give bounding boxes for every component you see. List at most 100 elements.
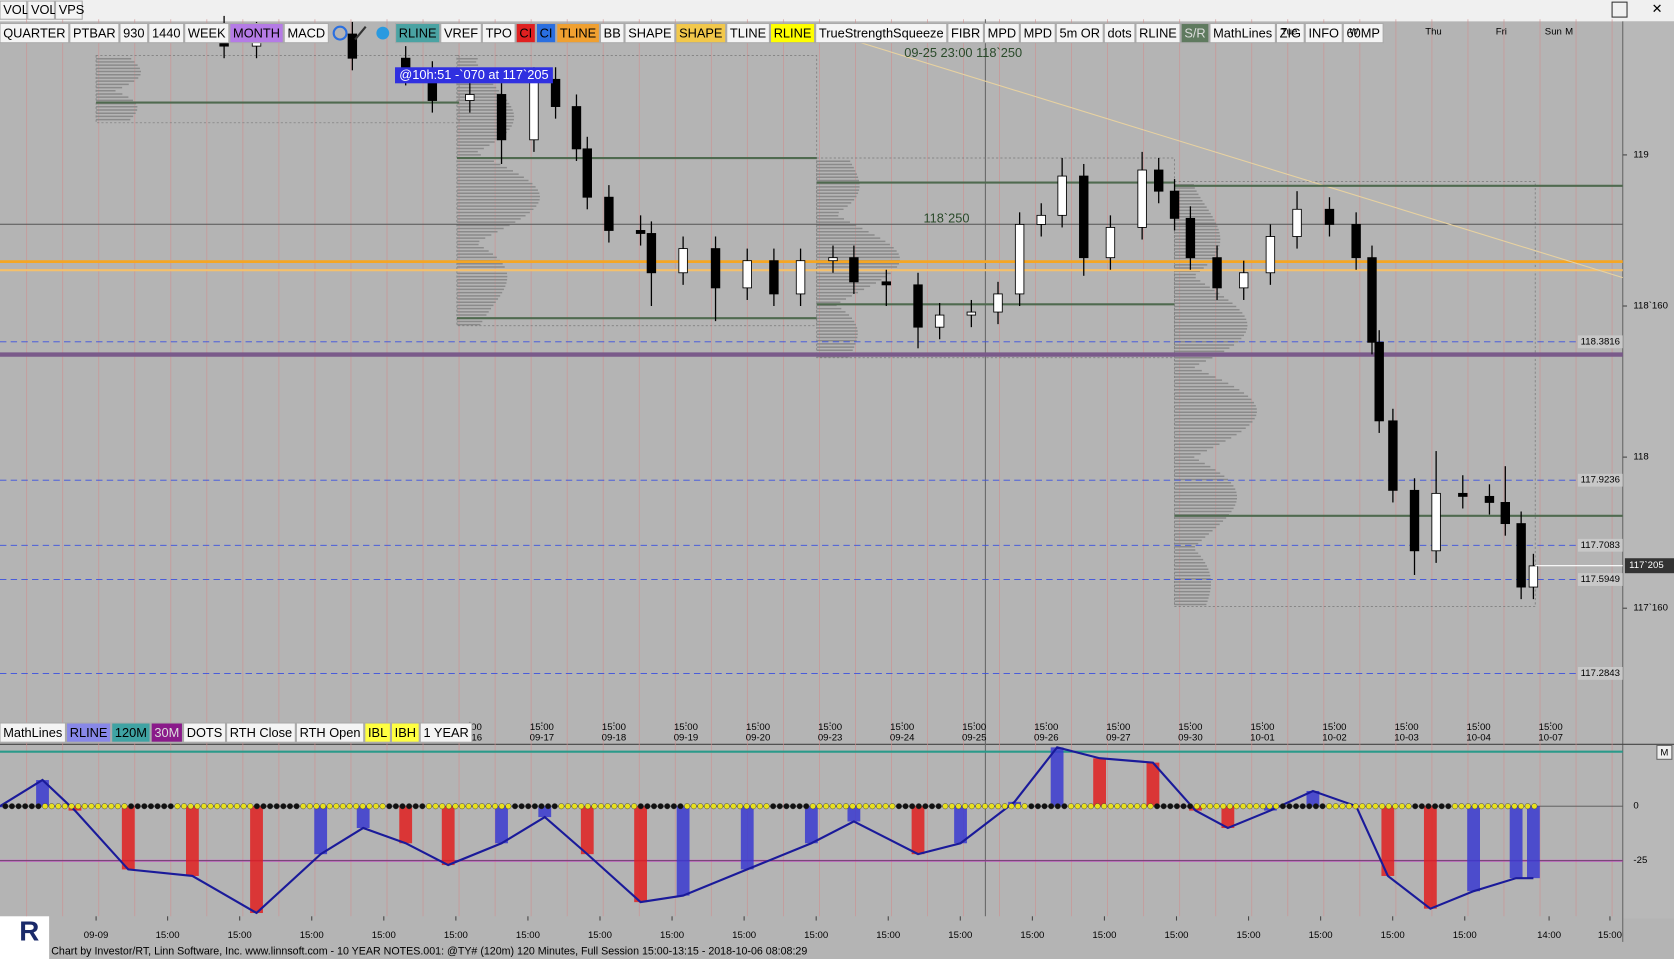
button-label[interactable]: RTH Open [300,725,361,740]
button-label[interactable]: SHAPE [628,26,671,41]
squeeze-dot [1346,803,1353,810]
toolbar-button[interactable] [535,22,557,44]
toolbar-button[interactable] [1019,22,1056,44]
button-label[interactable]: 60MP [1347,26,1380,41]
toolbar-button[interactable] [0,722,66,743]
squeeze-dot [1293,803,1300,810]
button-label[interactable]: MPD [1024,26,1052,41]
button-label[interactable]: RLINE [774,26,812,41]
toolbar-button[interactable] [183,722,227,743]
toolbar-button[interactable] [1209,22,1276,44]
button-label[interactable]: RLINE [70,725,108,740]
menu-button[interactable] [0,0,28,20]
toolbar-button[interactable] [184,22,230,44]
toolbar-button[interactable] [148,22,185,44]
button-label[interactable]: CI [540,26,553,41]
menu-label[interactable]: VOL [31,2,57,17]
button-label[interactable]: PTBAR [73,26,116,41]
toolbar-button[interactable] [815,22,948,44]
button-label[interactable]: QUARTER [3,26,65,41]
button-label[interactable]: dots [1107,26,1131,41]
button-label[interactable]: VREF [444,26,478,41]
toolbar-button[interactable] [283,22,329,44]
button-label[interactable]: ZIG [1280,26,1301,41]
close-button[interactable]: ✕ [1652,1,1663,16]
pen-icon[interactable] [354,26,367,41]
toolbar-button[interactable] [947,22,984,44]
button-label[interactable]: WEEK [188,26,226,41]
candle-body [1374,341,1384,422]
restore-button[interactable] [1611,1,1628,18]
button-label[interactable]: 30M [154,725,179,740]
toolbar-button[interactable] [1275,22,1305,44]
toolbar-button[interactable] [419,722,473,743]
button-label[interactable]: TLINE [560,26,596,41]
button-label[interactable]: FIBR [951,26,980,41]
button-label[interactable]: RLINE [399,26,437,41]
button-label[interactable]: IBL [368,725,387,740]
toolbar-button[interactable] [481,22,516,44]
toolbar-button[interactable] [229,22,284,44]
toolbar-button[interactable] [599,22,625,44]
button-label[interactable]: TPO [486,26,512,41]
button-label[interactable]: MPD [988,26,1016,41]
squeeze-dot [1438,803,1445,810]
toolbar-button[interactable] [295,722,365,743]
button-label[interactable]: TrueStrengthSqueeze [819,26,944,41]
toolbar-button[interactable] [1055,22,1104,44]
button-label[interactable]: RLINE [1139,26,1177,41]
toolbar-button[interactable] [726,22,770,44]
button-label[interactable]: MONTH [233,26,280,41]
button-label[interactable]: DOTS [187,725,223,740]
toolbar-button[interactable] [226,722,296,743]
button-label[interactable]: IBH [395,725,416,740]
toolbar-button[interactable] [1180,22,1210,44]
toolbar-button[interactable] [556,22,600,44]
button-label[interactable]: SHAPE [679,26,722,41]
toolbar-button[interactable] [65,722,112,743]
button-label[interactable]: S/R [1184,26,1205,41]
toolbar-button[interactable] [515,22,536,44]
oscillator-bar [1381,806,1395,876]
menu-button[interactable] [27,0,55,20]
toolbar-button[interactable] [111,722,151,743]
button-label[interactable]: 1 YEAR [423,725,468,740]
button-label[interactable]: 5m OR [1059,26,1100,41]
button-label[interactable]: BB [604,26,621,41]
button-label[interactable]: CI [519,26,532,41]
toolbar-button[interactable] [1135,22,1181,44]
button-label[interactable]: MathLines [1213,26,1272,41]
button-label[interactable]: 930 [123,26,144,41]
toolbar-button[interactable] [364,722,391,743]
button-label[interactable]: MACD [287,26,325,41]
menu-button[interactable] [54,0,83,20]
button-label[interactable]: INFO [1308,26,1339,41]
toolbar-button[interactable] [69,22,120,44]
toolbar-button[interactable] [395,22,441,44]
squeeze-dot [1008,803,1015,810]
bottom-axis-label: 15:00 [1092,930,1116,941]
menu-label[interactable]: VPS [59,2,85,17]
toolbar-button[interactable] [1304,22,1343,44]
toolbar-button[interactable] [390,722,420,743]
button-label[interactable]: RTH Close [230,725,292,740]
toolbar-button[interactable] [0,22,70,44]
toolbar-button[interactable] [983,22,1020,44]
toolbar-button[interactable] [1103,22,1136,44]
menu-label[interactable]: VOL [3,2,29,17]
toolbar-button[interactable] [769,22,816,44]
clock-icon[interactable] [332,25,348,41]
button-label[interactable]: 120M [115,725,147,740]
toolbar-button[interactable] [675,22,727,44]
button-label[interactable]: 1440 [152,26,180,41]
squeeze-dot [750,803,757,810]
button-label[interactable]: MathLines [3,725,62,740]
toolbar-button[interactable] [440,22,482,44]
button-label[interactable]: TLINE [730,26,766,41]
toolbar-button[interactable] [150,722,184,743]
toolbar-button[interactable] [624,22,676,44]
x-time-label: 15:00 [818,722,842,733]
globe-icon[interactable] [376,26,390,40]
toolbar-button[interactable] [1342,22,1384,44]
toolbar-button[interactable] [119,22,149,44]
